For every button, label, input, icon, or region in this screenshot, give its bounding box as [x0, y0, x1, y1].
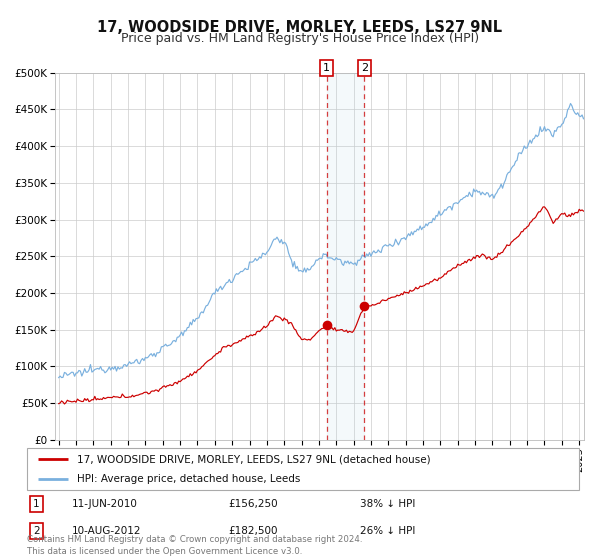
FancyBboxPatch shape: [27, 448, 579, 490]
Text: Price paid vs. HM Land Registry's House Price Index (HPI): Price paid vs. HM Land Registry's House …: [121, 32, 479, 45]
Text: 11-JUN-2010: 11-JUN-2010: [72, 499, 138, 509]
Bar: [326, 73, 364, 440]
Text: 1: 1: [323, 63, 330, 73]
Text: HPI: Average price, detached house, Leeds: HPI: Average price, detached house, Leed…: [77, 474, 300, 484]
Text: 1: 1: [33, 499, 40, 509]
Text: 17, WOODSIDE DRIVE, MORLEY, LEEDS, LS27 9NL (detached house): 17, WOODSIDE DRIVE, MORLEY, LEEDS, LS27 …: [77, 454, 430, 464]
Text: Contains HM Land Registry data © Crown copyright and database right 2024.
This d: Contains HM Land Registry data © Crown c…: [27, 535, 362, 556]
Text: £156,250: £156,250: [228, 499, 278, 509]
Text: 2: 2: [33, 526, 40, 536]
Text: £182,500: £182,500: [228, 526, 277, 536]
Text: 26% ↓ HPI: 26% ↓ HPI: [360, 526, 415, 536]
Text: 38% ↓ HPI: 38% ↓ HPI: [360, 499, 415, 509]
Text: 17, WOODSIDE DRIVE, MORLEY, LEEDS, LS27 9NL: 17, WOODSIDE DRIVE, MORLEY, LEEDS, LS27 …: [97, 20, 503, 35]
Text: 10-AUG-2012: 10-AUG-2012: [72, 526, 142, 536]
Text: 2: 2: [361, 63, 368, 73]
